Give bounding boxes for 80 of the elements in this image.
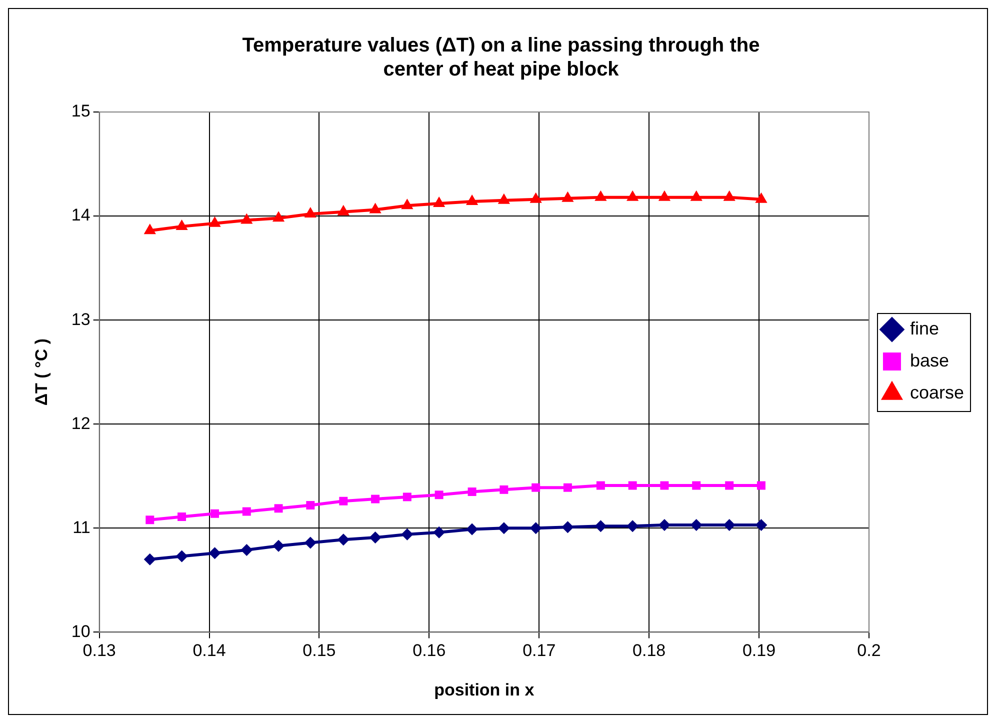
point [723,519,736,532]
point [628,481,637,490]
point [402,492,412,502]
point [337,204,350,216]
y-tick-label: 15 [71,102,90,121]
point [562,521,574,534]
point [178,512,186,521]
point [498,193,510,204]
y-tick-label: 10 [71,622,90,641]
point [339,496,348,506]
point [596,481,605,490]
point [337,534,350,546]
point [692,481,701,490]
y-tick-label: 11 [72,518,90,537]
point [563,483,572,492]
point [369,202,382,214]
point [208,216,221,227]
point [466,523,478,536]
point [176,550,188,562]
point [725,481,734,490]
point [274,504,283,513]
y-tick-label: 12 [71,414,90,433]
point [658,190,671,201]
point [690,519,702,532]
point [240,213,253,224]
x-tick-label: 0.2 [857,641,881,660]
point [433,526,446,538]
x-tick-label: 0.19 [742,641,776,660]
y-axis-title: ΔT ( °C ) [32,338,51,406]
x-tick-label: 0.18 [632,641,666,660]
point [466,194,478,205]
x-axis-title: position in x [434,680,535,700]
point [755,519,768,532]
y-tick-label: 14 [71,206,90,225]
x-tick-label: 0.17 [522,641,556,660]
point [755,192,768,203]
point [594,190,607,201]
point [594,520,607,532]
point [242,507,251,516]
point [144,553,156,566]
point [658,519,670,532]
point [144,224,156,234]
point [369,532,382,544]
point [626,190,639,201]
x-tick-label: 0.15 [302,641,336,660]
point [500,485,508,494]
legend-label: base [910,350,950,370]
legend-label: fine [910,318,940,338]
point [304,206,316,218]
point [626,520,639,532]
chart-title: Temperature values (ΔT) on a line passing through the center of heat pipe block [242,34,760,81]
x-tick-label: 0.14 [192,641,226,660]
point [433,196,446,208]
y-tick-label: 13 [71,310,90,329]
point [530,192,542,203]
point [468,488,476,496]
point [208,547,221,560]
x-tick-label: 0.16 [412,641,446,660]
point [210,509,219,518]
point [660,481,669,490]
point [272,211,285,222]
point [498,522,510,534]
point [530,522,542,534]
point [306,501,315,510]
legend-label: coarse [910,382,964,402]
point [723,190,736,201]
point [272,540,285,552]
point [532,483,540,492]
point [176,219,188,230]
point [146,516,154,524]
point [756,481,766,490]
point [690,190,702,201]
point [562,191,574,202]
point [240,544,253,556]
point [434,490,444,500]
point [371,494,380,504]
point [401,528,414,540]
point [401,198,414,210]
x-tick-label: 0.13 [82,641,116,660]
point [304,536,316,549]
